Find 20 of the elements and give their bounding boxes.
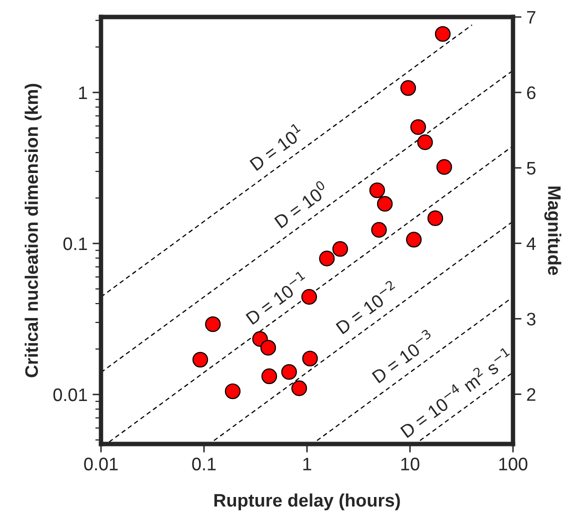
y2-tick-label: 2 [527, 388, 536, 401]
x-tick-label: 10 [401, 458, 420, 470]
y2-tick-label: 3 [526, 312, 536, 326]
y-tick-label: 0.01 [53, 388, 87, 402]
x-tick-label: 0.01 [84, 458, 118, 470]
y2-tick-label: 6 [527, 86, 536, 100]
y-tick-label: 0.1 [63, 237, 87, 250]
x-tick-label: 0.1 [192, 458, 216, 470]
x-axis-title: Rupture delay (hours) [214, 493, 400, 510]
x-tick-label: 100 [499, 458, 528, 470]
annotation: D = 10$^{0}$ [272, 180, 330, 228]
y2-tick-label: 4 [526, 237, 536, 250]
annotation: D = 10$^{−1}$ [243, 270, 310, 325]
y-tick-label: 1 [79, 86, 87, 99]
y-axis-title: Critical nucleation dimension (km) [24, 84, 42, 378]
y2-tick-label: 7 [527, 11, 536, 24]
annotation: D = 10$^{1}$ [247, 122, 305, 172]
y2-axis-title: Magnitude [544, 186, 562, 276]
y2-tick-label: 5 [526, 162, 536, 175]
x-tick-label: 1 [303, 458, 312, 470]
